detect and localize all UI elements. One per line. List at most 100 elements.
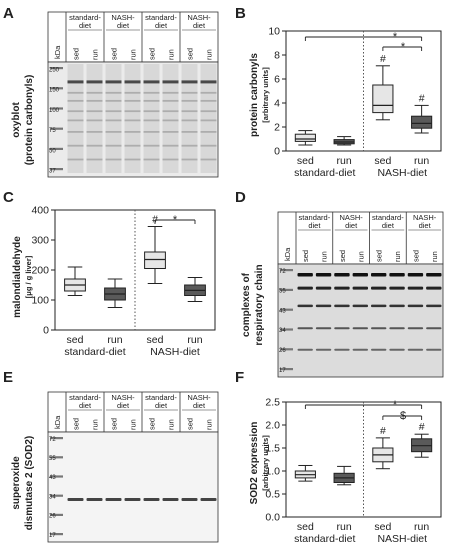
blotD-header-frame — [277, 211, 444, 265]
chartB-box — [372, 84, 394, 114]
blot-d: complexes of respiratory chain kDa standa… — [241, 211, 444, 378]
blotA-band — [105, 91, 122, 94]
blotE-marker-band — [50, 475, 63, 478]
blotE-marker-label: 26 — [49, 514, 56, 520]
chartB-ytick-label: 0 — [274, 146, 280, 158]
blotA-header-frame — [47, 11, 219, 63]
blotA-band — [162, 99, 179, 102]
blotA-band — [105, 144, 122, 147]
blotE-band — [200, 498, 217, 501]
blotA-band — [124, 99, 141, 102]
blotA-lane-smear — [86, 64, 103, 173]
blotA-band — [181, 119, 198, 122]
blotD-band — [389, 286, 405, 290]
blotD-band — [389, 304, 405, 308]
blotD-marker-label: 34 — [279, 328, 286, 334]
chartC-ytick-label: 0 — [43, 325, 49, 337]
blotD-band — [297, 273, 313, 277]
blotA-marker-band — [50, 107, 63, 110]
blotA-band — [162, 91, 179, 94]
blotA-lane-smear — [162, 64, 179, 173]
blotE-kda-label: kDa — [53, 415, 62, 429]
blotD-band — [297, 327, 313, 330]
chartC-group-label-standard: standard-diet — [64, 346, 125, 358]
blotE-group-label: standard- — [145, 393, 177, 402]
chartB-xtick-label: sed — [374, 155, 391, 167]
blotA-marker-label: 50 — [49, 148, 56, 154]
blotA-band — [67, 144, 84, 147]
blotA-marker-band — [50, 67, 63, 70]
blotA-band — [143, 131, 160, 133]
blotA-band — [67, 119, 84, 122]
blotA-band — [181, 110, 198, 113]
blotA-group-label: NASH- — [111, 13, 135, 22]
chartF-ytick-label: 2.0 — [265, 420, 280, 432]
blotA-band — [181, 91, 198, 94]
blotA-lane-label: run — [167, 49, 176, 60]
blot-a-ylabel-1: oxyblot — [11, 102, 22, 138]
blotD-band — [371, 348, 387, 351]
blotA-band — [86, 131, 103, 133]
blotA-band — [200, 119, 217, 122]
chart-f-ylabel-2: [arbitrary units] — [261, 435, 270, 491]
blotE-group-label: diet — [155, 401, 168, 410]
blotA-band — [86, 110, 103, 113]
panel-label-f: F — [235, 369, 244, 386]
blotA-band — [124, 158, 141, 161]
blot-a-ylabel-2: (protein carbonyls) — [24, 75, 35, 166]
blotE-marker-label: 55 — [49, 456, 56, 462]
chart-c-ylabel-2: [μg / g liver] — [24, 255, 33, 298]
blotA-lane-smear — [67, 64, 84, 173]
chartF-ytick-label: 2.5 — [265, 397, 280, 409]
blotA-marker-band — [50, 127, 63, 130]
chartB-bracket-symbol: * — [401, 41, 406, 53]
blotD-band — [315, 286, 332, 290]
blotE-group-label: NASH- — [111, 393, 135, 402]
blotE-band — [86, 498, 103, 501]
chartB-bracket-symbol: * — [393, 31, 398, 43]
blotA-marker-label: 250 — [49, 68, 60, 74]
blotA-band — [124, 110, 141, 113]
chartF-ytick-label: 1.5 — [265, 443, 280, 455]
blotA-band — [86, 80, 103, 84]
blotE-header-frame — [47, 391, 219, 433]
chartC-ytick-label: 100 — [31, 295, 49, 307]
blotD-lane-label: sed — [411, 250, 420, 262]
blotA-group-label: diet — [155, 21, 168, 30]
blotD-band — [334, 286, 350, 290]
blotD-band — [334, 327, 350, 330]
blotD-band — [371, 304, 387, 308]
blotA-band — [200, 144, 217, 147]
blotE-lane-label: run — [167, 419, 176, 430]
blotA-marker-band — [50, 87, 63, 90]
blotD-marker-label: 55 — [279, 289, 286, 295]
blotA-group-label: standard- — [69, 13, 101, 22]
blotA-band — [124, 91, 141, 94]
blotE-marker-band — [50, 437, 63, 440]
blotA-band — [200, 110, 217, 113]
blotD-lane-label: run — [320, 251, 329, 262]
chartC-ytick-label: 200 — [31, 265, 49, 277]
blotA-band — [86, 91, 103, 94]
blotA-marker-label: 100 — [49, 108, 60, 114]
blotD-band — [352, 304, 368, 308]
blotD-group-label: standard- — [299, 213, 331, 222]
panel-label-c: C — [3, 189, 14, 206]
blotD-band — [389, 273, 405, 277]
blotA-band — [162, 119, 179, 122]
blotA-band — [105, 131, 122, 133]
blotE-group-label: diet — [117, 401, 130, 410]
blotD-band — [315, 304, 332, 308]
blotA-band — [181, 131, 198, 133]
blotA-lane-smear — [124, 64, 141, 173]
blotD-band — [426, 273, 442, 277]
blotD-marker-label: 43 — [279, 308, 286, 314]
blotA-lane-label: run — [91, 49, 100, 60]
blotA-lane-smear — [105, 64, 122, 173]
blotD-lane-label: sed — [301, 250, 310, 262]
blotA-band — [67, 158, 84, 161]
blotA-band — [67, 99, 84, 102]
blotD-lane-label: sed — [375, 250, 384, 262]
